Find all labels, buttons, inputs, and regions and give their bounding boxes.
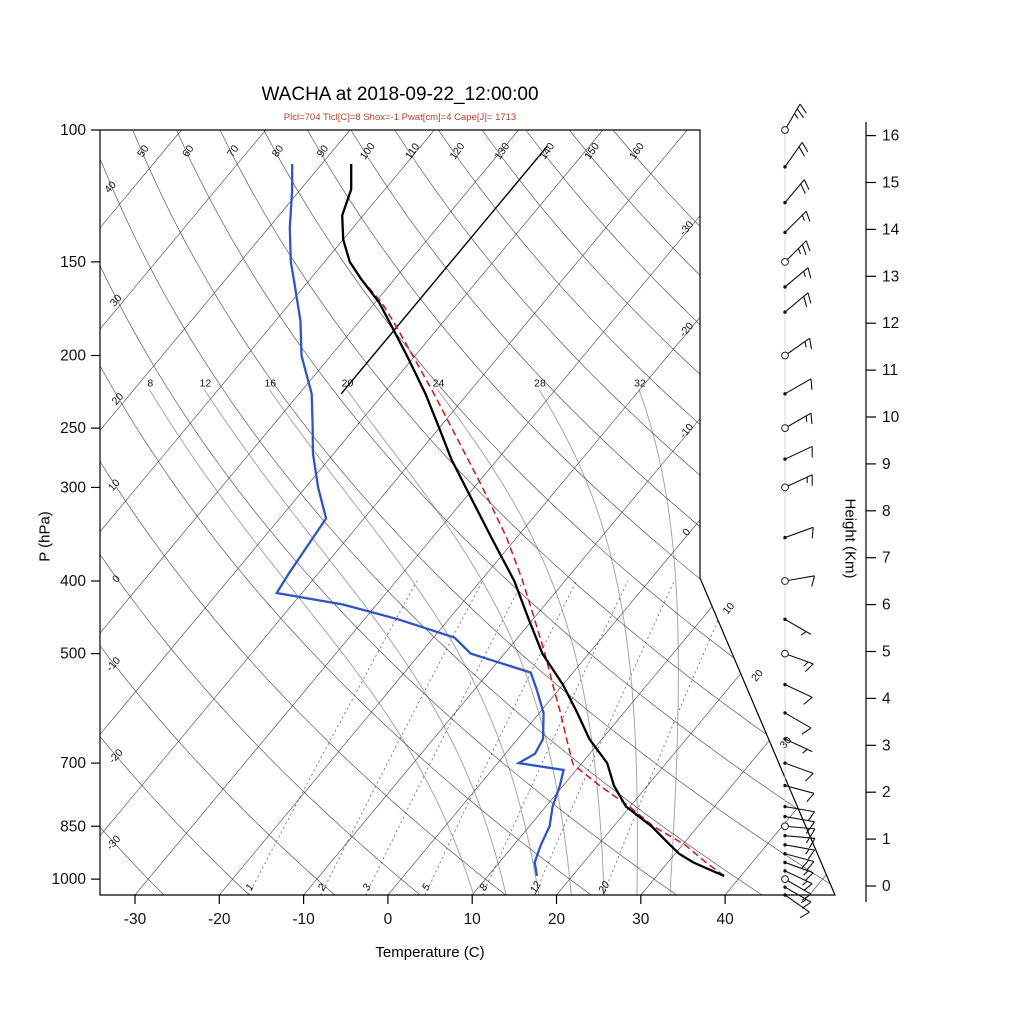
svg-text:400: 400 (60, 573, 86, 590)
svg-text:130: 130 (492, 141, 512, 162)
svg-text:14: 14 (882, 221, 900, 238)
svg-text:90: 90 (315, 143, 332, 160)
svg-text:120: 120 (448, 141, 468, 162)
svg-text:60: 60 (180, 143, 197, 160)
svg-text:1000: 1000 (52, 871, 87, 888)
temperature-axis: -30 -20 -10 0 10 20 30 40 (124, 895, 734, 928)
svg-text:-10: -10 (292, 911, 315, 928)
svg-text:20: 20 (596, 879, 613, 896)
svg-text:40: 40 (102, 179, 119, 196)
stratosphere-isothermal-line (340, 145, 549, 395)
svg-text:20: 20 (342, 377, 354, 389)
svg-text:150: 150 (582, 141, 602, 162)
svg-text:850: 850 (60, 818, 86, 835)
svg-text:8: 8 (147, 377, 153, 389)
svg-text:0: 0 (110, 573, 123, 585)
svg-text:160: 160 (627, 141, 647, 162)
svg-text:10: 10 (882, 409, 900, 426)
plot-area (100, 130, 835, 895)
plot-border (99, 129, 836, 896)
svg-text:100: 100 (60, 122, 86, 139)
svg-text:3: 3 (882, 737, 891, 754)
svg-text:15: 15 (882, 175, 899, 192)
dewpoint-curve (274, 164, 566, 877)
svg-text:70: 70 (225, 143, 242, 160)
svg-text:0: 0 (680, 526, 693, 538)
temperature-curve (341, 164, 725, 877)
svg-text:50: 50 (135, 143, 152, 160)
svg-text:150: 150 (60, 254, 86, 271)
svg-text:-20: -20 (208, 911, 231, 928)
svg-text:10: 10 (464, 911, 482, 928)
svg-text:700: 700 (60, 755, 86, 772)
svg-text:2: 2 (882, 784, 891, 801)
svg-text:12: 12 (882, 315, 899, 332)
svg-text:8: 8 (477, 882, 490, 893)
dry-adiabats (100, 130, 835, 895)
svg-text:200: 200 (60, 348, 86, 365)
svg-text:30: 30 (632, 911, 650, 928)
chart-subtitle: Plcl=704 Tlcl[C]=8 Shox=-1 Pwat[cm]=4 Ca… (283, 112, 517, 123)
svg-text:6: 6 (882, 597, 891, 614)
svg-text:16: 16 (264, 377, 276, 389)
svg-text:140: 140 (537, 141, 557, 162)
svg-text:12: 12 (528, 879, 544, 895)
svg-text:24: 24 (433, 377, 445, 389)
svg-text:500: 500 (60, 646, 86, 663)
svg-text:250: 250 (60, 420, 86, 437)
svg-text:12: 12 (200, 377, 212, 389)
svg-text:32: 32 (634, 377, 646, 389)
svg-text:20: 20 (749, 667, 766, 684)
temperature-axis-label: Temperature (C) (375, 944, 485, 961)
svg-text:16: 16 (882, 128, 899, 145)
svg-text:-30: -30 (124, 911, 147, 928)
svg-text:0: 0 (882, 878, 891, 895)
svg-text:3: 3 (360, 882, 373, 893)
sounding-profiles (274, 145, 725, 877)
svg-text:4: 4 (882, 690, 891, 707)
svg-text:30: 30 (108, 292, 125, 309)
svg-text:11: 11 (882, 362, 898, 379)
svg-text:28: 28 (534, 377, 546, 389)
parcel-curve (360, 278, 725, 877)
svg-text:110: 110 (403, 141, 423, 162)
mixing-ratio-lines (248, 580, 736, 895)
svg-text:5: 5 (420, 882, 433, 893)
svg-text:-30: -30 (677, 219, 696, 238)
svg-text:5: 5 (882, 644, 891, 661)
svg-text:10: 10 (106, 477, 123, 494)
svg-text:7: 7 (882, 550, 891, 567)
wind-barbs (781, 103, 816, 919)
pressure-axis: 100 150 200 250 300 400 500 700 850 1000 (52, 122, 100, 888)
svg-text:100: 100 (358, 141, 378, 162)
svg-text:20: 20 (110, 391, 127, 408)
svg-text:1: 1 (243, 882, 256, 893)
svg-text:300: 300 (60, 479, 86, 496)
svg-text:1: 1 (882, 831, 891, 848)
svg-text:8: 8 (882, 503, 891, 520)
chart-title: WACHA at 2018-09-22_12:00:00 (261, 84, 539, 105)
svg-text:-10: -10 (104, 655, 123, 674)
svg-text:-20: -20 (677, 320, 696, 339)
svg-text:40: 40 (716, 911, 734, 928)
isotherms (100, 130, 835, 895)
moist-adiabats (148, 389, 679, 895)
svg-text:-20: -20 (107, 747, 126, 766)
svg-text:13: 13 (882, 268, 899, 285)
svg-text:-10: -10 (677, 421, 696, 440)
svg-text:0: 0 (384, 911, 393, 928)
svg-text:9: 9 (882, 456, 891, 473)
svg-text:10: 10 (721, 600, 738, 617)
svg-text:20: 20 (548, 911, 566, 928)
